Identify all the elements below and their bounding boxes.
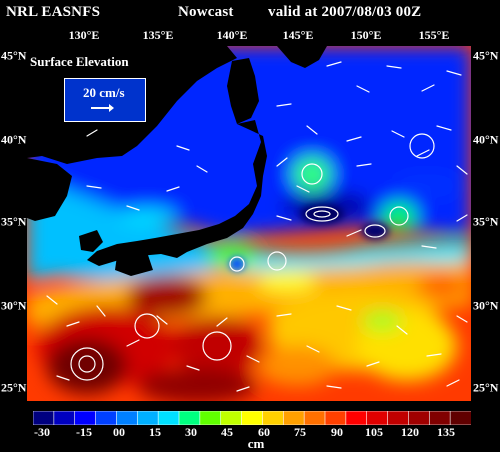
lon-label: 130°E (68, 28, 100, 42)
colorbar-segment (324, 411, 347, 425)
colorbar-tick: 90 (331, 425, 343, 439)
ocean-map: Surface Elevation 20 cm/s (27, 46, 471, 401)
model-title: NRL EASNFS (6, 4, 101, 20)
legend-title: Surface Elevation (30, 54, 129, 69)
lat-label-left: 40°N (1, 132, 27, 147)
colorbar (33, 411, 471, 425)
colorbar-segment (74, 411, 97, 425)
colorbar-segment (241, 411, 264, 425)
colorbar-tick: -15 (76, 425, 92, 439)
colorbar-tick: 135 (437, 425, 455, 439)
colorbar-tick: 120 (401, 425, 419, 439)
colorbar-tick: 30 (185, 425, 197, 439)
colorbar-segment (116, 411, 139, 425)
forecast-mode: Nowcast (178, 4, 234, 20)
vector-scale-box: 20 cm/s (64, 78, 146, 122)
colorbar-segment (387, 411, 410, 425)
title-row: NRL EASNFS Nowcast valid at 2007/08/03 0… (0, 4, 500, 24)
colorbar-segment (449, 411, 471, 425)
lat-label-left: 25°N (1, 380, 27, 395)
colorbar-segment (157, 411, 180, 425)
vector-scale-label: 20 cm/s (83, 85, 125, 100)
lat-label-left: 45°N (1, 48, 27, 63)
lon-label: 155°E (418, 28, 450, 42)
colorbar-tick: 45 (221, 425, 233, 439)
colorbar-segment (408, 411, 431, 425)
colorbar-tick: -30 (34, 425, 50, 439)
valid-time: valid at 2007/08/03 00Z (268, 4, 422, 20)
colorbar-segment (345, 411, 368, 425)
lat-label-right: 45°N (473, 48, 499, 63)
vector-scale-arrow-icon (91, 104, 114, 112)
colorbar-segment (262, 411, 285, 425)
lat-label-right: 35°N (473, 214, 499, 229)
colorbar-tick: 00 (113, 425, 125, 439)
colorbar-tick: 75 (294, 425, 306, 439)
colorbar-segment (95, 411, 118, 425)
lat-label-right: 25°N (473, 380, 499, 395)
lat-label-right: 40°N (473, 132, 499, 147)
lon-label: 145°E (282, 28, 314, 42)
colorbar-segment (220, 411, 243, 425)
colorbar-segment (33, 411, 55, 425)
lat-label-right: 30°N (473, 298, 499, 313)
map-field (27, 46, 471, 401)
lat-label-left: 35°N (1, 214, 27, 229)
colorbar-segment (136, 411, 159, 425)
colorbar-segment (199, 411, 222, 425)
colorbar-tick: 105 (365, 425, 383, 439)
colorbar-segment (366, 411, 389, 425)
colorbar-unit: cm (247, 436, 265, 451)
colorbar-segment (53, 411, 76, 425)
colorbar-tick: 60 (258, 425, 270, 439)
colorbar-segment (282, 411, 305, 425)
vector-legend: Surface Elevation 20 cm/s (27, 50, 170, 135)
colorbar-segment (303, 411, 326, 425)
colorbar-tick: 15 (149, 425, 161, 439)
lon-label: 140°E (216, 28, 248, 42)
lat-label-left: 30°N (1, 298, 27, 313)
lon-label: 135°E (142, 28, 174, 42)
lon-label: 150°E (350, 28, 382, 42)
colorbar-segment (178, 411, 201, 425)
colorbar-segment (428, 411, 451, 425)
